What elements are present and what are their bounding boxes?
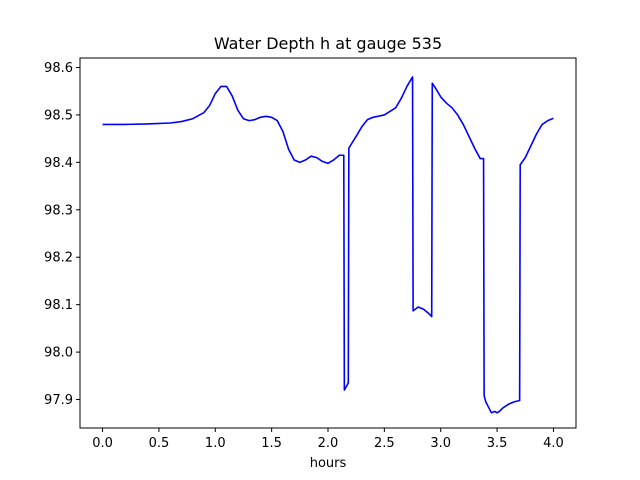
- y-tick-label: 98.5: [44, 108, 73, 123]
- y-axis: 97.9 98.0 98.1 98.2 98.3 98.4 98.5 98.6: [44, 61, 80, 408]
- x-tick-label: 1.5: [261, 436, 282, 451]
- plot-frame: [79, 57, 577, 429]
- x-tick-label: 4.0: [543, 436, 564, 451]
- y-tick-label: 98.0: [44, 346, 73, 361]
- series-line-water-depth: [102, 76, 554, 414]
- x-tick-label: 3.5: [487, 436, 508, 451]
- y-tick-label: 97.9: [44, 393, 73, 408]
- y-tick-label: 98.3: [44, 203, 73, 218]
- x-axis: 0.0 0.5 1.0 1.5 2.0 2.5 3.0 3.5 4.0: [92, 428, 564, 451]
- chart-title: Water Depth h at gauge 535: [214, 34, 442, 53]
- x-tick-label: 1.0: [205, 436, 226, 451]
- y-tick-label: 98.2: [44, 251, 73, 266]
- x-tick-label: 0.0: [92, 436, 113, 451]
- x-axis-label: hours: [310, 456, 347, 471]
- y-tick-label: 98.1: [44, 298, 73, 313]
- plot-area: [79, 57, 577, 429]
- y-tick-label: 98.6: [44, 61, 73, 76]
- x-tick-label: 2.0: [318, 436, 339, 451]
- y-tick-label: 98.4: [44, 156, 73, 171]
- x-tick-label: 3.0: [430, 436, 451, 451]
- x-tick-label: 0.5: [149, 436, 170, 451]
- x-tick-label: 2.5: [374, 436, 395, 451]
